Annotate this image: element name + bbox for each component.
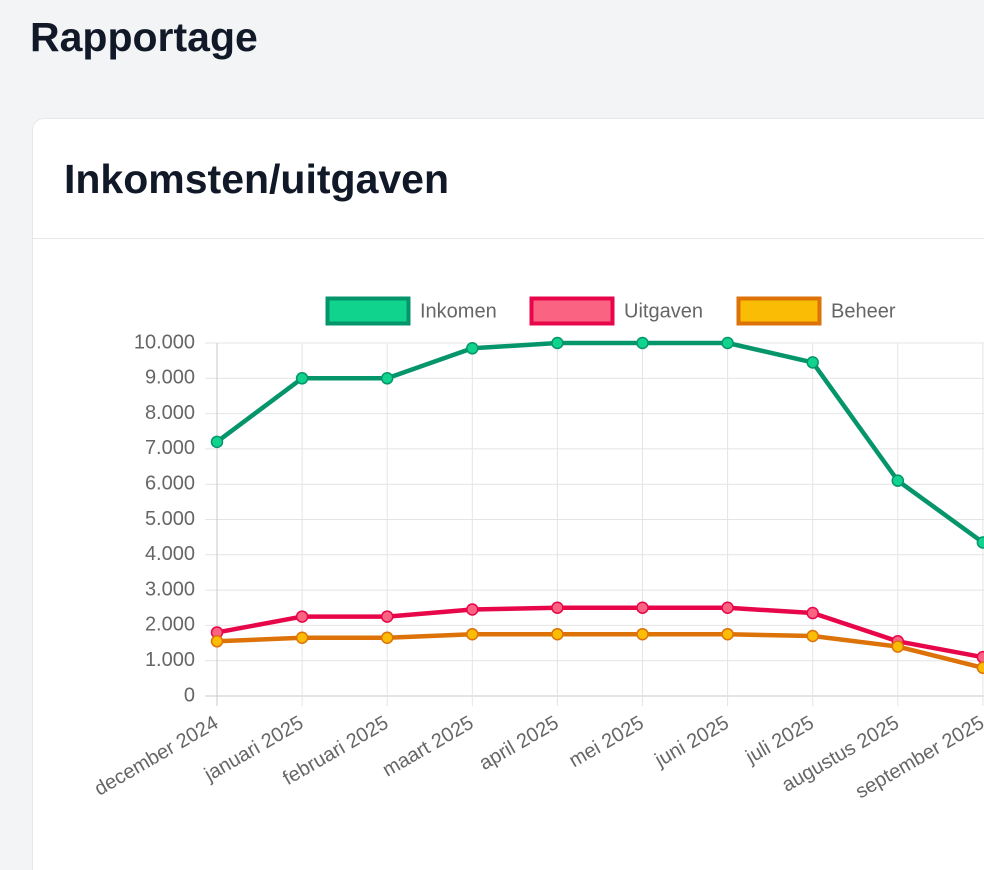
data-point [551,336,564,350]
card-border [32,118,984,870]
data-point [636,601,649,614]
data-point [721,601,734,614]
data-point [806,606,819,620]
data-point [976,650,984,664]
legend-label: Beheer [831,300,896,322]
y-tick-label: 10.000 [134,331,195,353]
legend-label: Uitgaven [624,300,703,322]
series-line [216,605,984,660]
data-point [466,603,479,616]
y-tick-label: 5.000 [145,508,195,530]
data-point [295,372,309,385]
y-tick-label: 9.000 [145,367,195,389]
data-point [210,435,224,449]
data-point [891,640,905,653]
data-point [976,661,984,675]
data-point [380,372,394,385]
data-point [380,610,394,623]
data-point [721,336,734,350]
data-point [466,627,479,641]
data-point [295,610,309,623]
data-point [636,336,649,350]
data-point [806,629,819,643]
series-line [216,631,984,670]
data-point [636,627,649,641]
data-point [721,627,734,641]
card-title: Inkomsten/uitgaven [64,156,449,202]
data-point [891,474,905,487]
data-point [976,536,984,549]
data-point [466,342,479,355]
data-point [551,627,564,641]
page-title: Rapportage [30,14,258,60]
data-point [806,356,819,369]
y-tick-label: 3.000 [145,578,195,600]
legend-swatch [325,296,411,326]
y-tick-label: 2.000 [145,614,195,636]
legend-swatch [529,296,615,326]
data-point [295,631,309,645]
data-point [380,631,394,645]
y-tick-label: 6.000 [145,472,195,494]
y-tick-label: 7.000 [145,437,195,459]
data-point [551,601,564,614]
y-tick-label: 4.000 [145,543,195,565]
data-point [210,635,224,648]
y-tick-label: 0 [184,684,195,706]
legend-label: Inkomen [420,300,497,322]
y-tick-label: 8.000 [145,402,195,424]
series-line [215,340,984,545]
y-tick-label: 1.000 [145,649,195,671]
legend-swatch [736,296,822,326]
